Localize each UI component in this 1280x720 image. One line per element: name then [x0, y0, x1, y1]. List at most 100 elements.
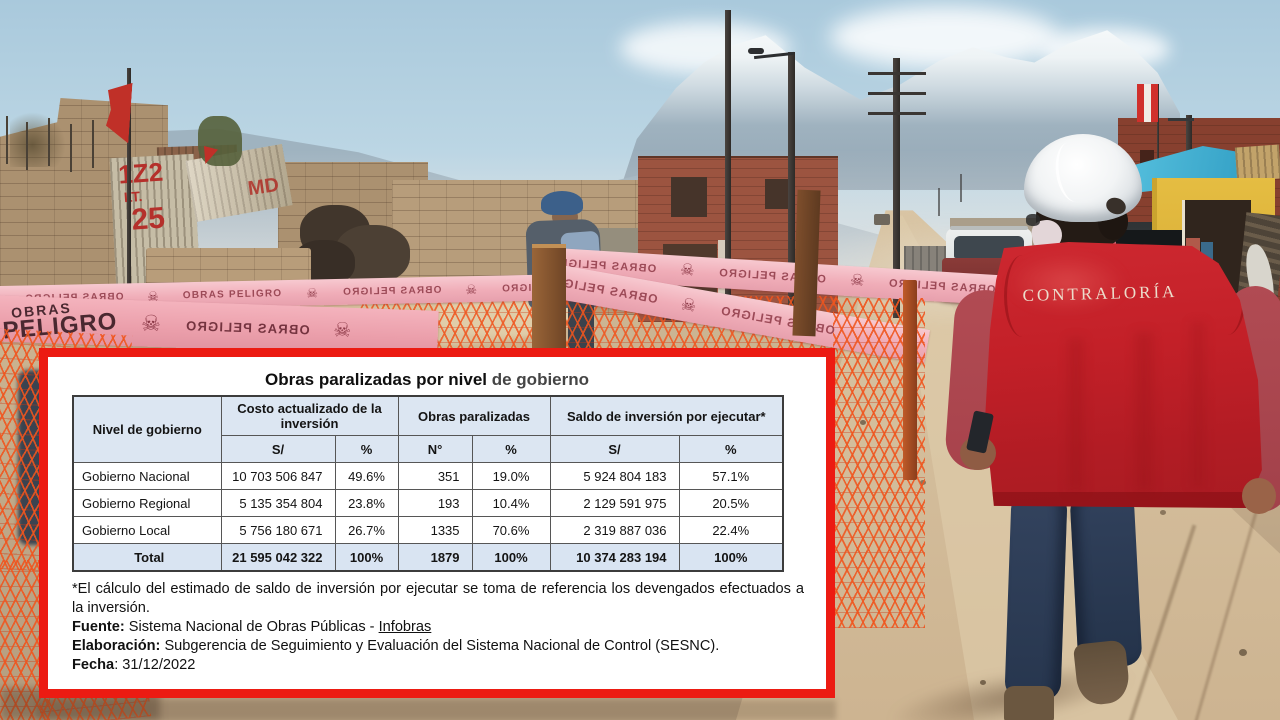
vest-hem — [985, 492, 1262, 508]
crossarm — [868, 72, 926, 75]
fuente-text: Sistema Nacional de Obras Públicas - — [124, 619, 379, 635]
person-glasses — [1026, 214, 1040, 226]
skull-icon: ☠ — [332, 319, 352, 342]
tape-text: OBRAS PELIGRO — [184, 317, 310, 337]
row-label: Gobierno Regional — [72, 489, 222, 517]
person-boot-left — [1004, 686, 1054, 720]
subheader: S/ — [220, 435, 336, 463]
cell: 2 319 887 036 — [549, 516, 680, 544]
graffiti-line1: 1Z2 — [117, 156, 165, 190]
cell: 100% — [471, 543, 551, 572]
fecha-label: Fecha — [72, 657, 115, 673]
cell: 2 129 591 975 — [549, 489, 680, 517]
tape-text: OBRAS PELIGRO — [182, 287, 283, 301]
wooden-post — [532, 244, 566, 356]
streetlight-pole — [788, 52, 795, 318]
header-group-costo: Costo actualizado de la inversión — [220, 395, 399, 436]
header-group-saldo: Saldo de inversión por ejecutar* — [549, 395, 784, 436]
skull-icon: ☠ — [465, 281, 478, 297]
vest-fold — [1068, 337, 1085, 493]
header-group-obras: Obras paralizadas — [397, 395, 551, 436]
lamp-arm-right — [1168, 118, 1194, 121]
skull-icon: ☠ — [306, 284, 319, 301]
car-roof-rack — [950, 226, 1028, 230]
header-nivel: Nivel de gobierno — [72, 395, 222, 463]
cell: 20.5% — [678, 489, 784, 517]
total-label: Total — [72, 543, 222, 572]
far-road-poles — [938, 188, 940, 216]
fuente-link: Infobras — [378, 619, 432, 635]
subheader: S/ — [549, 435, 680, 463]
cell: 5 924 804 183 — [549, 462, 680, 490]
cell: 1879 — [397, 543, 473, 572]
tape-text: OBRAS PELIGRO — [341, 284, 442, 298]
building-window — [765, 179, 791, 209]
table-title-rest: de gobierno — [491, 370, 590, 389]
table-title: Obras paralizadas por nivel de gobierno — [72, 370, 782, 390]
skull-icon: ☠ — [679, 294, 698, 316]
elaboracion-text: Subgerencia de Seguimiento y Evaluación … — [160, 638, 720, 654]
footnote-fuente: Fuente: Sistema Nacional de Obras Públic… — [72, 618, 804, 637]
cell: 10.4% — [471, 489, 551, 517]
subheader: % — [471, 435, 551, 463]
cell: 5 756 180 671 — [220, 516, 336, 544]
vest-armhole-seam — [1004, 255, 1041, 338]
elaboracion-label: Elaboración: — [72, 638, 161, 654]
graffiti-scribble: MD — [246, 173, 281, 201]
peru-flag — [1137, 84, 1158, 122]
flag-pole-left — [127, 68, 131, 335]
subheader: % — [334, 435, 399, 463]
cell: 10 703 506 847 — [220, 462, 336, 490]
fuente-label: Fuente: — [72, 619, 125, 635]
skull-icon: ☠ — [679, 261, 695, 280]
worker-cap — [541, 191, 583, 215]
skull-icon: ☠ — [849, 272, 865, 290]
streetlight-lamp — [748, 48, 764, 54]
footnote-elaboracion: Elaboración: Subgerencia de Seguimiento … — [72, 637, 804, 656]
cell: 22.4% — [678, 516, 784, 544]
distant-car — [874, 214, 890, 225]
utility-pole-crossarms — [893, 58, 900, 318]
cell: 26.7% — [334, 516, 399, 544]
table-total-row: Total 21 595 042 322 100% 1879 100% 10 3… — [72, 543, 784, 572]
table-row: Gobierno Local 5 756 180 671 26.7% 1335 … — [72, 516, 784, 544]
footnotes: *El cálculo del estimado de saldo de inv… — [72, 580, 804, 675]
cell: 49.6% — [334, 462, 399, 490]
graffiti-text: 1Z2 LT. 25 — [117, 156, 167, 237]
person-hand-right — [1242, 478, 1276, 514]
row-label: Gobierno Nacional — [72, 462, 222, 490]
dry-shrub — [10, 112, 66, 167]
cell: 193 — [397, 489, 473, 517]
table-row: Gobierno Nacional 10 703 506 847 49.6% 3… — [72, 462, 784, 490]
cell: 5 135 354 804 — [220, 489, 336, 517]
cell: 1335 — [397, 516, 473, 544]
peru-flag-pole — [1157, 84, 1159, 170]
cell: 100% — [334, 543, 399, 572]
person-leg-left — [1004, 491, 1068, 701]
vest-fold — [1135, 332, 1154, 493]
cactus-plant — [198, 116, 242, 166]
cell: 57.1% — [678, 462, 784, 490]
rebar-rods — [6, 116, 8, 164]
mesh-post — [903, 280, 917, 480]
infographic-card: Obras paralizadas por nivel de gobierno … — [39, 348, 835, 698]
cell: 21 595 042 322 — [220, 543, 336, 572]
cell: 10 374 283 194 — [549, 543, 680, 572]
shack-metal-roof — [1234, 144, 1280, 182]
table-row: Gobierno Regional 5 135 354 804 23.8% 19… — [72, 489, 784, 517]
cell: 100% — [678, 543, 784, 572]
cell: 23.8% — [334, 489, 399, 517]
graffiti-line3: 25 — [130, 201, 167, 237]
vest-fold — [1190, 321, 1205, 487]
utility-pole — [725, 10, 731, 318]
skull-icon: ☠ — [140, 310, 162, 337]
building-window — [671, 177, 707, 217]
cell: 70.6% — [471, 516, 551, 544]
cell: 19.0% — [471, 462, 551, 490]
paralyzed-works-table: Nivel de gobierno Costo actualizado de l… — [72, 395, 785, 572]
table-title-main: Obras paralizadas por nivel — [264, 370, 487, 389]
subheader: N° — [397, 435, 473, 463]
row-label: Gobierno Local — [72, 516, 222, 544]
under-card-shadow — [36, 700, 836, 720]
